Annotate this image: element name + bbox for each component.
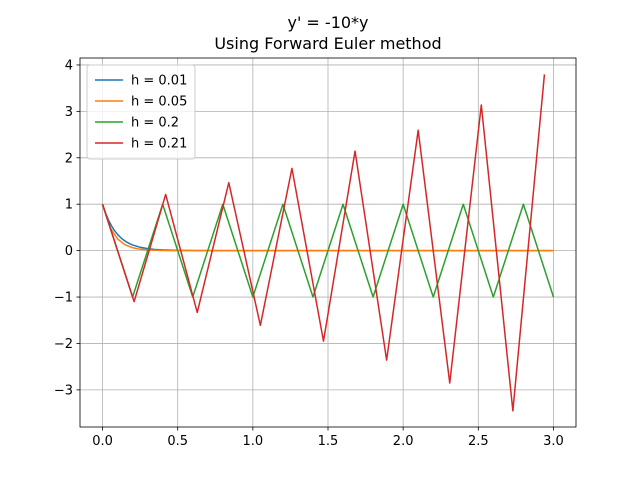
axis-ticks: 0.0 0.5 1.0 1.5 2.0 2.5 3.0 −3 −2 −1 0 1 2 3 4	[54, 58, 564, 449]
chart-subtitle: Using Forward Euler method	[214, 34, 441, 53]
y-tick-label: 4	[65, 58, 73, 73]
legend: h = 0.01 h = 0.05 h = 0.2 h = 0.21	[86, 64, 196, 160]
legend-label: h = 0.2	[131, 116, 179, 131]
series-line-h-0-2	[101, 203, 555, 298]
legend-label: h = 0.21	[131, 137, 187, 152]
plot-series	[101, 74, 555, 412]
y-tick-label: −2	[54, 337, 73, 352]
x-tick-label: 1.0	[243, 434, 264, 449]
x-tick-label: 2.0	[393, 434, 414, 449]
x-tick-label: 0.5	[167, 434, 188, 449]
x-tick-label: 3.0	[543, 434, 564, 449]
y-tick-label: −1	[54, 291, 73, 306]
legend-label: h = 0.05	[131, 95, 187, 110]
chart-title: y' = -10*y	[287, 13, 368, 32]
y-tick-label: 1	[65, 198, 73, 213]
x-tick-label: 1.5	[318, 434, 339, 449]
y-tick-label: −3	[54, 383, 73, 398]
series-line-h-0-21	[101, 74, 546, 412]
y-tick-label: 2	[65, 151, 73, 166]
legend-box	[86, 64, 196, 160]
y-tick-label: 0	[65, 244, 73, 259]
series-line-h-0-05	[101, 203, 554, 252]
y-tick-label: 3	[65, 105, 73, 120]
x-tick-label: 0.0	[92, 434, 113, 449]
x-tick-label: 2.5	[468, 434, 489, 449]
legend-label: h = 0.01	[131, 74, 187, 89]
